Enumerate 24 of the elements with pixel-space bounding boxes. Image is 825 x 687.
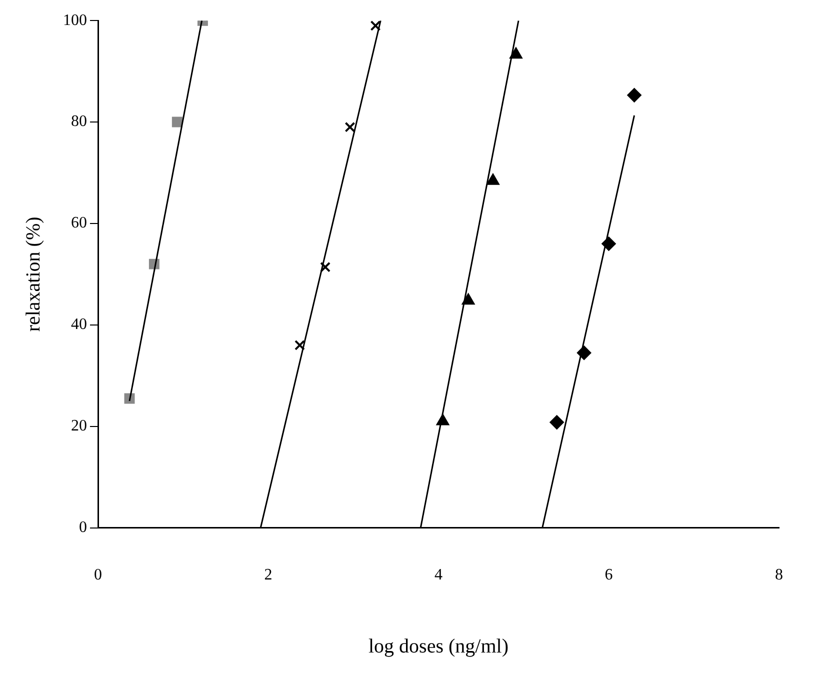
- point: [344, 122, 356, 132]
- point: [510, 48, 522, 59]
- y-tick-label: 60: [71, 214, 87, 232]
- y-axis-title: relaxation (%): [22, 216, 44, 332]
- point: [550, 415, 564, 430]
- point: [627, 88, 642, 102]
- y-tick-label: 0: [79, 519, 87, 536]
- point: [577, 346, 592, 360]
- y-tick-label: 100: [63, 12, 87, 29]
- x-tick-label: 8: [775, 566, 783, 584]
- point: [294, 340, 305, 350]
- point: [172, 116, 182, 128]
- y-tick-label: 20: [71, 418, 87, 435]
- x-tick-label: 4: [434, 566, 442, 584]
- x-tick-label: 2: [264, 566, 272, 584]
- point: [320, 262, 331, 272]
- x-tick-label: 6: [604, 566, 613, 584]
- point: [370, 20, 381, 31]
- point: [462, 294, 474, 305]
- y-tick-label: 40: [71, 316, 87, 334]
- x-axis-title: log doses (ng/ml): [368, 635, 508, 658]
- x-tick-label: 0: [94, 566, 102, 584]
- point: [486, 174, 500, 185]
- y-tick-label: 80: [71, 113, 87, 130]
